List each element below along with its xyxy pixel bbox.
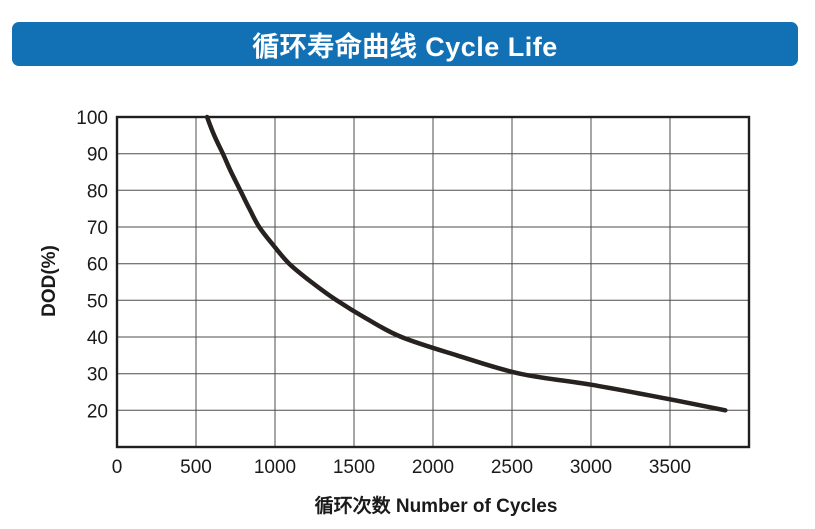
x-tick-label: 1000	[254, 457, 296, 478]
x-tick-label: 3500	[649, 457, 691, 478]
x-tick-label: 1500	[333, 457, 375, 478]
y-tick-label: 30	[87, 365, 108, 386]
y-axis-title: DOD(%)	[39, 245, 60, 317]
y-tick-label: 40	[87, 328, 108, 349]
x-tick-label: 0	[112, 457, 123, 478]
title-banner: 循环寿命曲线 Cycle Life	[12, 22, 798, 66]
x-tick-label: 2000	[412, 457, 454, 478]
plot-border	[115, 115, 751, 449]
x-tick-label: 2500	[491, 457, 533, 478]
page-title: 循环寿命曲线 Cycle Life	[252, 31, 558, 62]
x-axis-title: 循环次数 Number of Cycles	[315, 494, 558, 517]
y-tick-label: 50	[87, 291, 108, 312]
y-tick-label: 60	[87, 255, 108, 276]
y-tick-label: 80	[87, 181, 108, 202]
x-tick-label: 3000	[570, 457, 612, 478]
y-tick-label: 70	[87, 218, 108, 239]
x-tick-label: 500	[180, 457, 212, 478]
y-tick-label: 100	[76, 108, 108, 129]
y-tick-label: 90	[87, 145, 108, 166]
cycle-life-curve	[204, 114, 728, 413]
y-tick-label: 20	[87, 401, 108, 422]
